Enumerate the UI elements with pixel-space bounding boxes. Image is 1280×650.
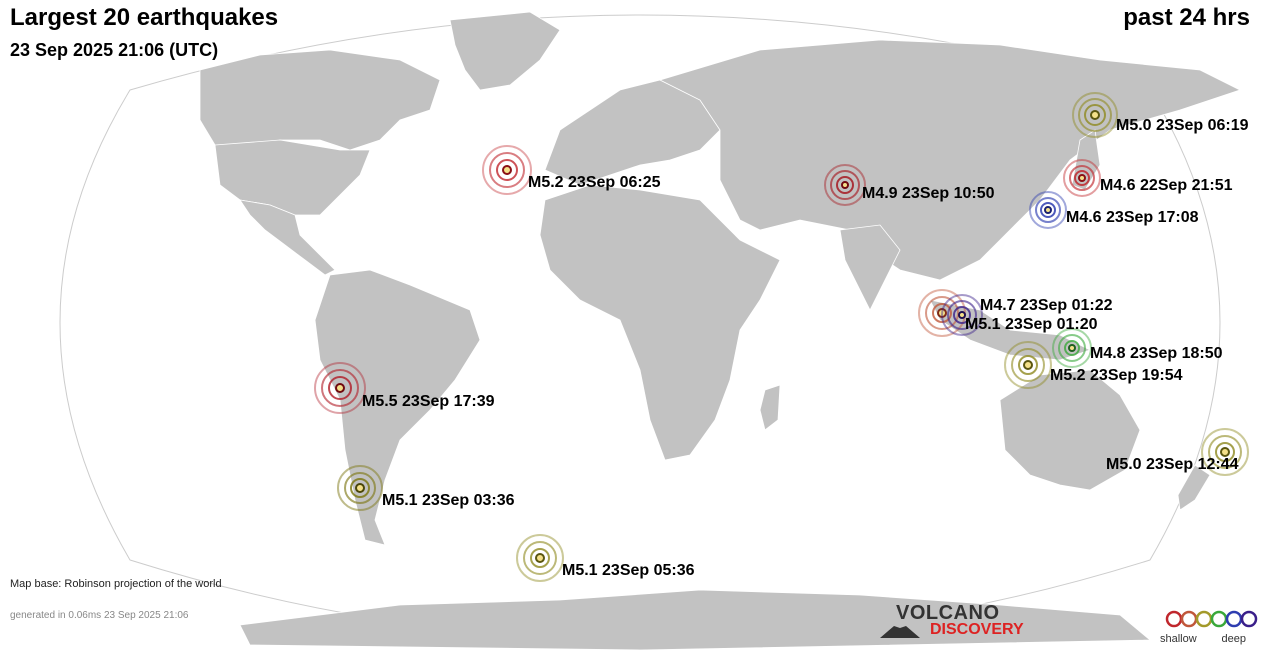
- quake-label-4[interactable]: M4.6 23Sep 17:08: [1066, 209, 1199, 226]
- quake-label-11[interactable]: M5.1 23Sep 03:36: [382, 492, 515, 509]
- quake-marker-9[interactable]: [314, 362, 366, 414]
- quake-label-6[interactable]: M5.1 23Sep 01:20: [965, 316, 1098, 333]
- logo-text-volcano: VOLCANO: [896, 602, 1000, 624]
- quake-marker-8[interactable]: [1004, 341, 1052, 389]
- legend-label-deep: deep: [1221, 633, 1246, 645]
- map-base-note: Map base: Robinson projection of the wor…: [10, 578, 222, 590]
- quake-label-5[interactable]: M4.7 23Sep 01:22: [980, 297, 1113, 314]
- quake-marker-12[interactable]: [516, 534, 564, 582]
- quake-label-7[interactable]: M4.8 23Sep 18:50: [1090, 345, 1223, 362]
- quake-marker-6[interactable]: [941, 294, 983, 336]
- quake-label-8[interactable]: M5.2 23Sep 19:54: [1050, 367, 1183, 384]
- quake-marker-4[interactable]: [1029, 191, 1067, 229]
- legend-ring-5: [1225, 610, 1243, 628]
- map-title: Largest 20 earthquakes: [10, 4, 279, 31]
- land-central-america: [239, 199, 336, 276]
- land-south-america: [314, 269, 481, 546]
- quake-label-2[interactable]: M4.9 23Sep 10:50: [862, 185, 995, 202]
- quake-marker-0[interactable]: [1072, 92, 1118, 138]
- quake-marker-2[interactable]: [824, 164, 866, 206]
- land-masses: [199, 11, 1242, 650]
- map-timestamp: 23 Sep 2025 21:06 (UTC): [10, 40, 219, 60]
- quake-label-9[interactable]: M5.5 23Sep 17:39: [362, 393, 495, 410]
- land-antarctica: [239, 589, 1152, 650]
- legend-ring-3: [1195, 610, 1213, 628]
- volcano-icon: [880, 626, 920, 638]
- quake-marker-11[interactable]: [337, 465, 383, 511]
- generated-note: generated in 0.06ms 23 Sep 2025 21:06: [10, 610, 189, 621]
- land-new-zealand: [1177, 464, 1211, 511]
- quake-label-3[interactable]: M4.6 22Sep 21:51: [1100, 177, 1233, 194]
- quake-label-12[interactable]: M5.1 23Sep 05:36: [562, 562, 695, 579]
- time-period: past 24 hrs: [1123, 4, 1250, 31]
- legend-ring-deep: [1240, 610, 1258, 628]
- quake-marker-7[interactable]: [1052, 328, 1092, 368]
- quake-marker-1[interactable]: [482, 145, 532, 195]
- land-madagascar: [759, 384, 781, 431]
- depth-legend: shallow deep: [1160, 605, 1270, 647]
- land-australia: [999, 369, 1141, 491]
- quake-marker-10[interactable]: [1201, 428, 1249, 476]
- quake-marker-3[interactable]: [1063, 159, 1101, 197]
- volcano-discovery-logo[interactable]: VOLCANO DISCOVERY: [880, 602, 1040, 642]
- depth-legend-rings: [1165, 610, 1258, 628]
- land-usa: [214, 139, 371, 216]
- quake-label-10[interactable]: M5.0 23Sep 12:44: [1106, 456, 1239, 473]
- legend-label-shallow: shallow: [1160, 633, 1197, 645]
- land-greenland: [449, 11, 561, 91]
- quake-label-0[interactable]: M5.0 23Sep 06:19: [1116, 117, 1249, 134]
- legend-ring-4: [1210, 610, 1228, 628]
- land-india: [839, 224, 901, 311]
- logo-text-discovery: DISCOVERY: [930, 621, 1024, 638]
- quake-label-1[interactable]: M5.2 23Sep 06:25: [528, 174, 661, 191]
- legend-ring-2: [1180, 610, 1198, 628]
- land-africa: [539, 184, 781, 461]
- earthquake-markers: [314, 92, 1249, 582]
- legend-ring-shallow: [1165, 610, 1183, 628]
